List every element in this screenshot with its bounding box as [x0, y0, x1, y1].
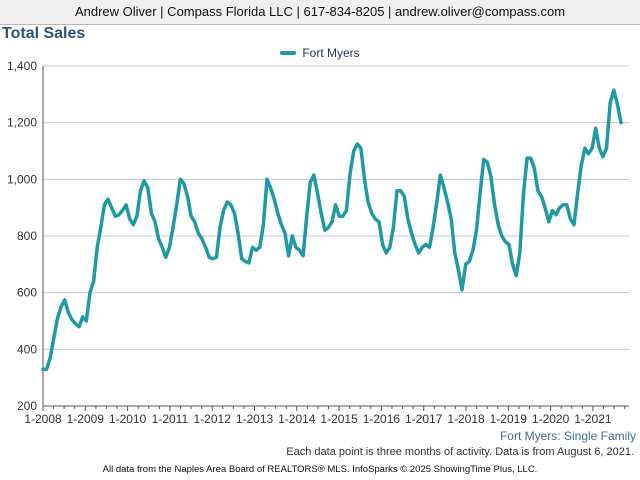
series-label: Fort Myers: Single Family: [499, 429, 636, 443]
x-tick-label: 1-2009: [67, 412, 105, 426]
x-tick-label: 1-2008: [24, 412, 62, 426]
contact-text: Andrew Oliver | Compass Florida LLC | 61…: [74, 4, 566, 19]
chart-title: Total Sales: [2, 25, 86, 42]
y-tick-label: 800: [17, 229, 37, 243]
x-tick-label: 1-2015: [320, 412, 358, 426]
x-tick-label: 1-2011: [152, 412, 189, 426]
x-tick-label: 1-2019: [490, 412, 528, 426]
data-note: Each data point is three months of activ…: [286, 446, 634, 458]
x-tick-label: 1-2016: [363, 412, 401, 426]
y-tick-label: 1,200: [7, 116, 37, 130]
x-tick-label: 1-2013: [236, 412, 274, 426]
x-tick-label: 1-2021: [574, 412, 612, 426]
y-tick-label: 600: [17, 286, 37, 300]
legend-swatch: [280, 50, 297, 55]
x-tick-label: 1-2020: [532, 412, 570, 426]
x-tick-label: 1-2014: [278, 412, 316, 426]
footer-credits: All data from the Naples Area Board of R…: [102, 464, 538, 475]
y-tick-label: 400: [17, 342, 37, 356]
y-tick-label: 1,400: [7, 59, 37, 73]
y-tick-label: 200: [17, 399, 37, 413]
contact-header: Andrew Oliver | Compass Florida LLC | 61…: [0, 0, 640, 25]
legend: Fort Myers: [0, 46, 640, 60]
x-tick-label: 1-2017: [405, 412, 443, 426]
x-tick-label: 1-2018: [447, 412, 485, 426]
series-line-fort-myers: [41, 88, 623, 371]
y-tick-label: 1,000: [7, 172, 37, 186]
x-tick-label: 1-2010: [109, 412, 147, 426]
x-tick-label: 1-2012: [194, 412, 232, 426]
legend-label: Fort Myers: [302, 46, 360, 60]
